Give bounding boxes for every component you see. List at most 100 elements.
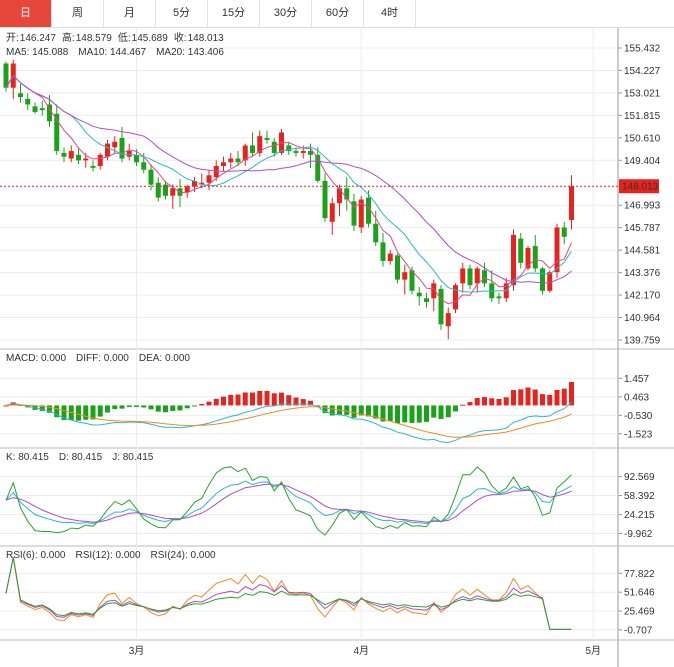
tab-0[interactable]: 日 bbox=[0, 0, 52, 27]
y-tick-label: 92.569 bbox=[624, 472, 655, 483]
tab-5[interactable]: 30分 bbox=[260, 0, 312, 27]
candle-body bbox=[25, 98, 31, 105]
tab-2[interactable]: 月 bbox=[104, 0, 156, 27]
candle-body bbox=[184, 186, 190, 193]
candle-body bbox=[235, 158, 241, 163]
candle-body bbox=[380, 242, 386, 261]
candle-body bbox=[482, 270, 487, 284]
candle-body bbox=[3, 63, 9, 88]
macd-bar bbox=[511, 390, 516, 406]
macd-bar bbox=[366, 405, 371, 417]
y-tick-label: 154.227 bbox=[624, 66, 661, 77]
macd-bar bbox=[39, 405, 45, 411]
candle-body bbox=[126, 151, 132, 157]
candle-body bbox=[518, 238, 524, 263]
macd-bar bbox=[489, 398, 495, 406]
candle-body bbox=[329, 203, 335, 222]
macd-bar bbox=[496, 398, 502, 406]
macd-bar bbox=[518, 389, 524, 406]
macd-bar bbox=[134, 405, 139, 407]
ma5-line bbox=[5, 74, 572, 305]
ohlc-open-value: 146.247 bbox=[20, 33, 57, 44]
candle-body bbox=[409, 270, 415, 291]
macd-bar bbox=[344, 405, 350, 415]
y-tick-label: 25.469 bbox=[624, 607, 655, 618]
macd-bar bbox=[300, 399, 306, 406]
x-tick-label: 5月 bbox=[585, 645, 601, 657]
macd-bar bbox=[474, 397, 480, 406]
macd-bar bbox=[112, 405, 118, 410]
chart-canvas: 3月 4月 5月 155.432 154.227 153.021 151.815 150.61… bbox=[0, 28, 674, 667]
y-tick-label: 51.646 bbox=[624, 588, 655, 599]
macd-bar bbox=[228, 394, 234, 406]
macd-bar bbox=[213, 398, 219, 406]
candle-body bbox=[242, 145, 248, 161]
macd-bar bbox=[279, 392, 284, 406]
candle-body bbox=[105, 143, 110, 157]
y-tick-label: 149.404 bbox=[624, 156, 661, 167]
tab-6[interactable]: 60分 bbox=[312, 0, 364, 27]
y-tick-label: 142.170 bbox=[624, 291, 661, 302]
macd-bar bbox=[47, 405, 52, 413]
candle-body bbox=[315, 154, 321, 181]
macd-bar bbox=[170, 405, 176, 411]
candle-body bbox=[155, 182, 161, 198]
candle-body bbox=[358, 199, 364, 228]
macd-bar bbox=[554, 389, 560, 406]
rsi-info-1: RSI(12): 0.000 bbox=[75, 550, 140, 561]
candle-body bbox=[416, 292, 422, 297]
macd-bar bbox=[242, 392, 248, 406]
k-line bbox=[5, 480, 572, 525]
y-tick-label: -0.707 bbox=[624, 625, 653, 636]
macd-bar bbox=[402, 405, 408, 423]
last-price-badge bbox=[619, 179, 659, 194]
macd-bar bbox=[83, 405, 89, 420]
macd-bar bbox=[387, 405, 393, 422]
candle-body bbox=[97, 154, 103, 166]
candle-body bbox=[76, 154, 81, 161]
y-tick-label: 140.964 bbox=[624, 313, 661, 324]
candle-body bbox=[170, 188, 176, 196]
candle-body bbox=[134, 154, 139, 163]
tab-7[interactable]: 4时 bbox=[364, 0, 416, 27]
candle-body bbox=[141, 162, 147, 170]
macd-info-0: MACD: 0.000 bbox=[6, 353, 66, 364]
macd-bar bbox=[192, 405, 197, 407]
candle-body bbox=[540, 268, 545, 291]
candle-body bbox=[431, 283, 437, 299]
tab-4[interactable]: 15分 bbox=[208, 0, 260, 27]
macd-bar bbox=[540, 394, 545, 406]
macd-bar bbox=[438, 405, 444, 420]
candle-body bbox=[554, 227, 560, 273]
candle-body bbox=[532, 246, 538, 269]
macd-bar bbox=[155, 405, 161, 412]
macd-bar bbox=[61, 405, 67, 421]
macd-bar bbox=[445, 405, 451, 418]
candle-body bbox=[460, 268, 466, 284]
tab-1[interactable]: 周 bbox=[52, 0, 104, 27]
ma20-line bbox=[5, 74, 572, 284]
macd-bar bbox=[380, 405, 386, 422]
candle-body bbox=[39, 108, 45, 111]
macd-bar bbox=[467, 402, 473, 406]
y-tick-label: 0.463 bbox=[624, 392, 649, 403]
macd-bar bbox=[431, 405, 437, 418]
candle-body bbox=[351, 201, 357, 226]
kdj-info-2: J: 80.415 bbox=[112, 452, 154, 463]
macd-bar bbox=[322, 405, 328, 414]
candle-body bbox=[68, 151, 74, 159]
tab-3[interactable]: 5分 bbox=[156, 0, 208, 27]
candle-body bbox=[221, 162, 226, 166]
candle-body bbox=[199, 182, 205, 185]
macd-bar bbox=[3, 405, 9, 407]
x-tick-label: 4月 bbox=[353, 645, 369, 657]
macd-bar bbox=[293, 397, 299, 406]
ma-legend-2: MA20: 143.406 bbox=[156, 47, 224, 58]
ohlc-close-value: 148.013 bbox=[188, 33, 225, 44]
macd-bar bbox=[250, 392, 255, 406]
macd-bar bbox=[257, 390, 263, 406]
candle-body bbox=[438, 288, 444, 325]
macd-info-1: DIFF: 0.000 bbox=[76, 353, 129, 364]
macd-bar bbox=[569, 382, 574, 406]
y-tick-label: 145.787 bbox=[624, 223, 661, 234]
